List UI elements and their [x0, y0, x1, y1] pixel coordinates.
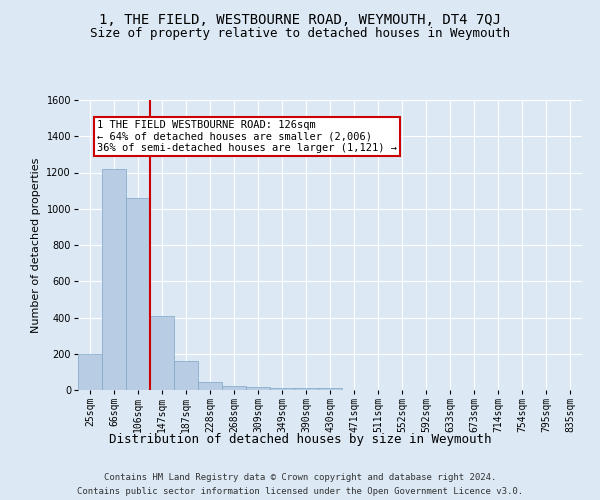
Bar [126, 198, 150, 390]
Bar [198, 382, 222, 390]
Bar [174, 361, 198, 390]
Bar [222, 386, 246, 390]
Text: Size of property relative to detached houses in Weymouth: Size of property relative to detached ho… [90, 28, 510, 40]
Bar [246, 388, 270, 390]
Text: Contains HM Land Registry data © Crown copyright and database right 2024.: Contains HM Land Registry data © Crown c… [104, 472, 496, 482]
Text: 1, THE FIELD, WESTBOURNE ROAD, WEYMOUTH, DT4 7QJ: 1, THE FIELD, WESTBOURNE ROAD, WEYMOUTH,… [99, 12, 501, 26]
Text: Contains public sector information licensed under the Open Government Licence v3: Contains public sector information licen… [77, 488, 523, 496]
Bar [318, 388, 342, 390]
Bar [102, 169, 126, 390]
Bar [150, 316, 174, 390]
Text: 1 THE FIELD WESTBOURNE ROAD: 126sqm
← 64% of detached houses are smaller (2,006): 1 THE FIELD WESTBOURNE ROAD: 126sqm ← 64… [97, 120, 397, 153]
Bar [294, 388, 318, 390]
Y-axis label: Number of detached properties: Number of detached properties [31, 158, 41, 332]
Bar [78, 354, 102, 390]
Text: Distribution of detached houses by size in Weymouth: Distribution of detached houses by size … [109, 432, 491, 446]
Bar [270, 388, 294, 390]
